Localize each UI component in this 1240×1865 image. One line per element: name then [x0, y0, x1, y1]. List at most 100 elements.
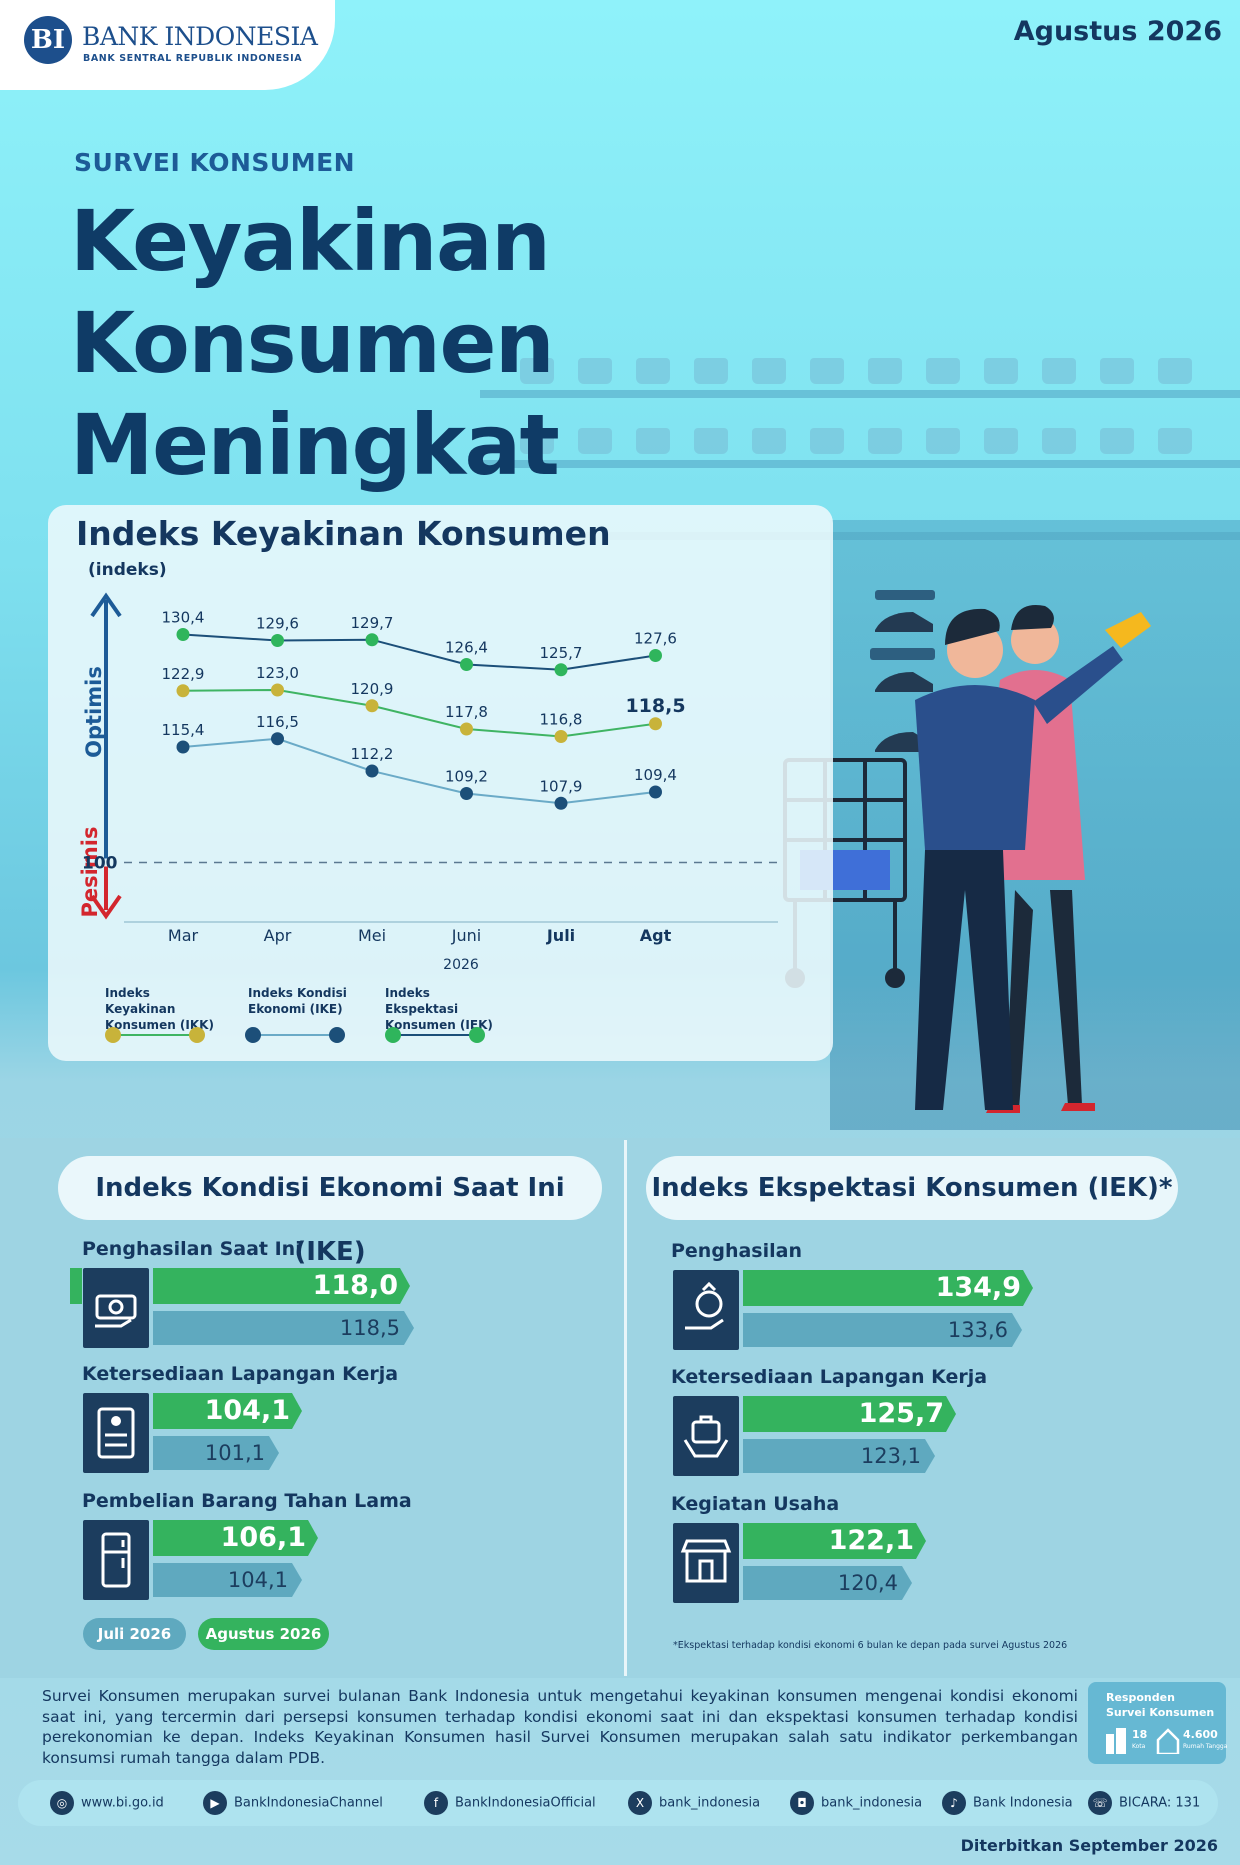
data-label: 117,8 — [445, 703, 488, 721]
respondent-stats: 18 Kota 4.600 Rumah Tangga — [1104, 1724, 1227, 1758]
data-label: 109,2 — [445, 768, 488, 786]
bag-icon — [868, 358, 902, 384]
bag-icon — [520, 358, 554, 384]
logo-subtitle: BANK SENTRAL REPUBLIK INDONESIA — [83, 53, 303, 64]
bank-indonesia-logo-icon: BI — [24, 16, 72, 64]
data-label: 109,4 — [634, 766, 677, 784]
data-label: 116,8 — [540, 711, 583, 729]
bag-icon — [694, 428, 728, 454]
city-count: 18 — [1132, 1728, 1148, 1741]
iek-juli-bar: 123,1 — [743, 1439, 935, 1473]
data-label: 122,9 — [162, 665, 205, 683]
bag-icon — [1100, 358, 1134, 384]
data-label: 118,5 — [625, 695, 685, 717]
legend-juli-2026: Juli 2026 — [83, 1618, 186, 1650]
legend-ikk-line1: Indeks Keyakinan — [105, 986, 176, 1016]
x-icon: X — [628, 1791, 652, 1815]
money-bag-hand-icon — [673, 1270, 739, 1350]
x-tick-label: Agt — [640, 926, 672, 945]
legend-agustus-2026: Agustus 2026 — [198, 1618, 329, 1650]
city-icon — [1106, 1728, 1126, 1754]
bag-icon — [1042, 358, 1076, 384]
legend-ike-dot — [329, 1027, 345, 1043]
up-arrowhead-icon — [90, 592, 122, 618]
bag-row — [520, 358, 1220, 384]
chart-card — [48, 505, 833, 1061]
bag-icon — [810, 428, 844, 454]
title-line-1: Keyakinan Konsumen — [70, 192, 555, 392]
chart-legend: Indeks Keyakinan Konsumen (IKK) Indeks K… — [105, 985, 525, 1045]
series-line — [182, 737, 656, 805]
data-point — [554, 730, 568, 743]
play-icon: ▶ — [203, 1791, 227, 1815]
ike-agustus-bar: 118,0 — [153, 1268, 410, 1304]
series-lines — [182, 633, 656, 805]
x-tick-label: Juli — [546, 926, 575, 945]
social-link-facebook[interactable]: f BankIndonesiaOfficial — [424, 1791, 596, 1816]
iek-panel-title: Indeks Ekspektasi Konsumen (IEK)* — [646, 1156, 1178, 1220]
y-axis-unit: (indeks) — [88, 560, 167, 580]
data-point — [460, 722, 473, 736]
social-link-youtube[interactable]: ▶ BankIndonesiaChannel — [203, 1791, 383, 1816]
bag-icon — [636, 428, 670, 454]
bag-icon — [752, 358, 786, 384]
legend-iek: Indeks Ekspektasi Konsumen (IEK) — [385, 985, 495, 1033]
job-clipboard-icon — [83, 1393, 149, 1473]
data-label: 129,6 — [256, 615, 299, 633]
social-text: www.bi.go.id — [81, 1795, 164, 1811]
facebook-icon: f — [424, 1791, 448, 1815]
bag-icon — [1100, 428, 1134, 454]
data-label: 125,7 — [540, 644, 583, 662]
legend-ikk-dot — [105, 1027, 121, 1043]
ike-agustus-bar: 106,1 — [153, 1520, 318, 1556]
social-text: bank_indonesia — [659, 1795, 761, 1811]
series-line — [182, 688, 656, 738]
data-point — [649, 717, 662, 731]
ike-agustus-bar: 104,1 — [153, 1393, 302, 1429]
data-label: 115,4 — [162, 721, 205, 739]
storefront-icon — [673, 1523, 739, 1603]
tiktok-icon: ♪ — [942, 1791, 966, 1815]
legend-ike: Indeks Kondisi Ekonomi (IKE) — [248, 985, 358, 1017]
bag-icon — [1042, 428, 1076, 454]
data-point — [365, 699, 379, 713]
iek-juli-bar: 133,6 — [743, 1313, 1022, 1347]
shoppers-illustration — [783, 590, 1151, 1113]
iek-agustus-bar: 134,9 — [743, 1270, 1033, 1306]
social-link-website[interactable]: ◎ www.bi.go.id — [50, 1791, 164, 1816]
bag-icon — [926, 428, 960, 454]
bag-icon — [1158, 358, 1192, 384]
bicara-icon: ☏ — [1088, 1791, 1112, 1815]
data-point — [271, 634, 284, 647]
legend-ikk-dot — [189, 1027, 205, 1043]
data-point — [554, 796, 568, 810]
briefcase-hands-icon — [673, 1396, 739, 1476]
legend-iek-line1: Indeks Ekspektasi — [385, 986, 459, 1016]
data-point — [176, 684, 190, 698]
social-link-tiktok[interactable]: ♪ Bank Indonesia — [942, 1791, 1073, 1816]
refrigerator-icon — [83, 1520, 149, 1600]
data-point — [649, 649, 662, 662]
data-point — [176, 628, 190, 641]
data-label: 123,0 — [256, 664, 299, 682]
data-label: 120,9 — [351, 680, 394, 698]
legend-ikk-line2: Konsumen (IKK) — [105, 1018, 214, 1032]
social-text: BankIndonesiaChannel — [234, 1795, 383, 1811]
x-tick-label: Juni — [451, 926, 481, 945]
data-point — [460, 787, 473, 800]
bag-icon — [578, 428, 612, 454]
legend-ike-line1: Indeks Kondisi — [248, 986, 347, 1000]
legend-swatches — [105, 1027, 485, 1043]
ike-juli-bar: 118,5 — [153, 1311, 414, 1345]
respondent-title: Responden Survei Konsumen — [1106, 1691, 1215, 1719]
bag-icon — [694, 358, 728, 384]
data-label: 107,9 — [540, 777, 583, 795]
data-label: 129,7 — [351, 614, 394, 632]
ike-accent — [70, 1268, 82, 1304]
bag-icon — [984, 428, 1018, 454]
social-link-instagram[interactable]: ◘ bank_indonesia — [790, 1791, 922, 1816]
shelf-line — [480, 390, 1240, 398]
ike-item-label: Ketersediaan Lapangan Kerja — [82, 1363, 399, 1385]
social-link-bicara[interactable]: ☏ BICARA: 131 — [1088, 1791, 1200, 1816]
